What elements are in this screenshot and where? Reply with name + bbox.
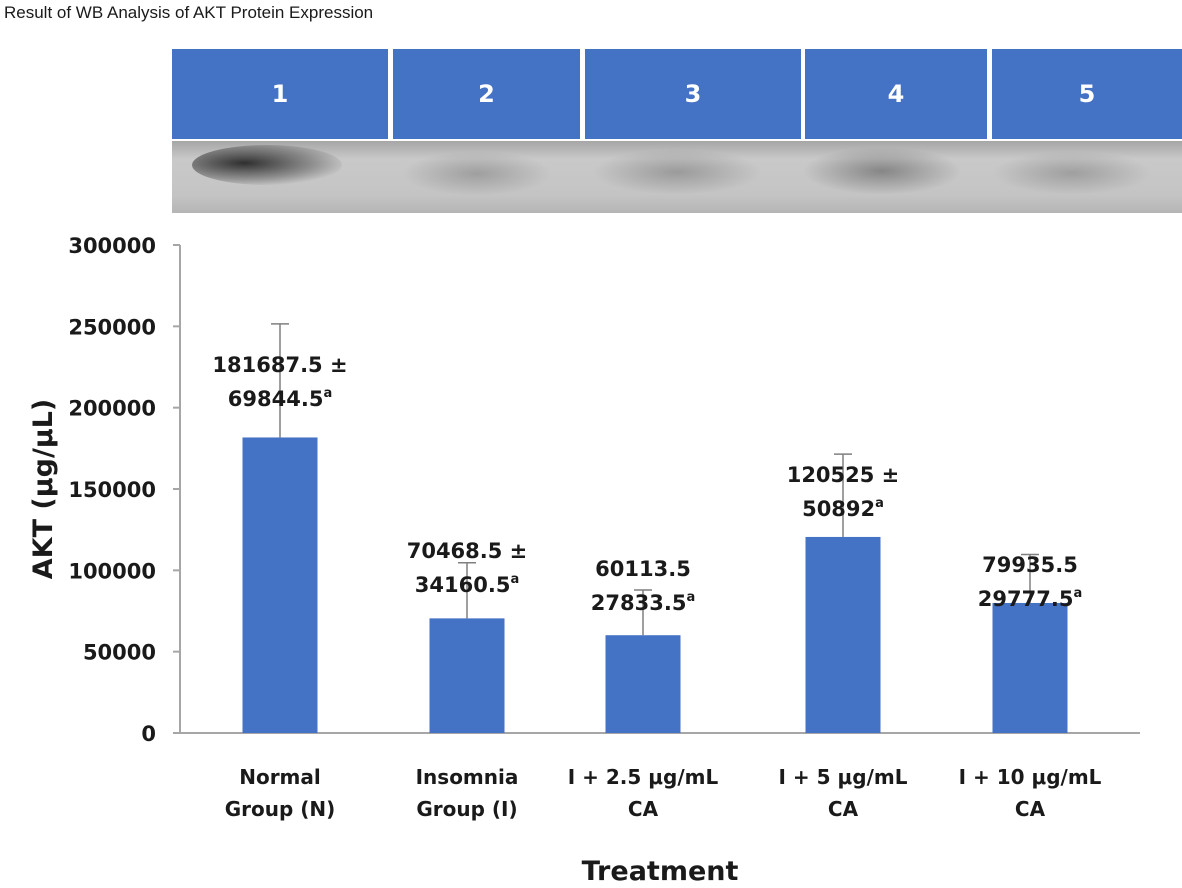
bar [429,618,505,733]
data-label: 70468.5 ± [407,539,528,563]
bar [992,602,1068,733]
data-label: 34160.5a [415,572,519,597]
blot-band-2 [402,151,552,196]
x-tick-label: I + 2.5 μg/mL [568,765,719,789]
bar [242,437,318,733]
x-axis-title: Treatment [582,856,739,887]
lane-header-2: 2 [393,49,580,139]
x-tick-label: Normal [239,765,321,789]
bar [805,536,881,733]
x-tick-label: I + 5 μg/mL [779,765,908,789]
lane-header-1: 1 [172,49,388,139]
data-label-superscript: a [875,496,884,511]
blot-band-1 [192,145,342,185]
data-label-superscript: a [1073,586,1082,601]
data-label: 29777.5a [978,586,1082,611]
x-tick-label: Insomnia [416,765,519,789]
x-tick-label: CA [628,797,659,821]
y-tick-label: 100000 [68,559,156,583]
x-tick-label: CA [1015,797,1046,821]
lane-header-3: 3 [585,49,801,139]
blot-band-4 [802,147,962,195]
data-label-superscript: a [510,572,519,587]
x-tick-label: Group (N) [225,797,336,821]
y-axis-title: AKT (μg/μL) [28,399,59,579]
lane-header-4: 4 [805,49,987,139]
bar [605,635,681,733]
page-title: Result of WB Analysis of AKT Protein Exp… [4,3,374,22]
y-tick-label: 200000 [68,397,156,421]
data-label: 60113.5 [595,557,691,581]
blot-band-5 [992,151,1152,195]
western-blot-image [172,141,1182,213]
y-tick-label: 0 [141,722,156,746]
data-label: 69844.5a [228,386,332,411]
y-tick-label: 250000 [68,315,156,339]
y-tick-label: 50000 [83,641,156,665]
y-tick-label: 150000 [68,478,156,502]
y-tick-label: 300000 [68,234,156,258]
data-label-superscript: a [686,590,695,605]
data-label-superscript: a [323,386,332,401]
x-tick-label: I + 10 μg/mL [959,765,1102,789]
lane-header-5: 5 [992,49,1182,139]
x-tick-label: Group (I) [416,797,517,821]
data-label: 50892a [802,496,884,521]
blot-band-3 [592,149,762,195]
data-label: 181687.5 ± [212,353,347,377]
data-label: 120525 ± [787,463,900,487]
data-label: 27833.5a [591,590,695,615]
data-label: 79935.5 [982,553,1078,577]
x-tick-label: CA [828,797,859,821]
